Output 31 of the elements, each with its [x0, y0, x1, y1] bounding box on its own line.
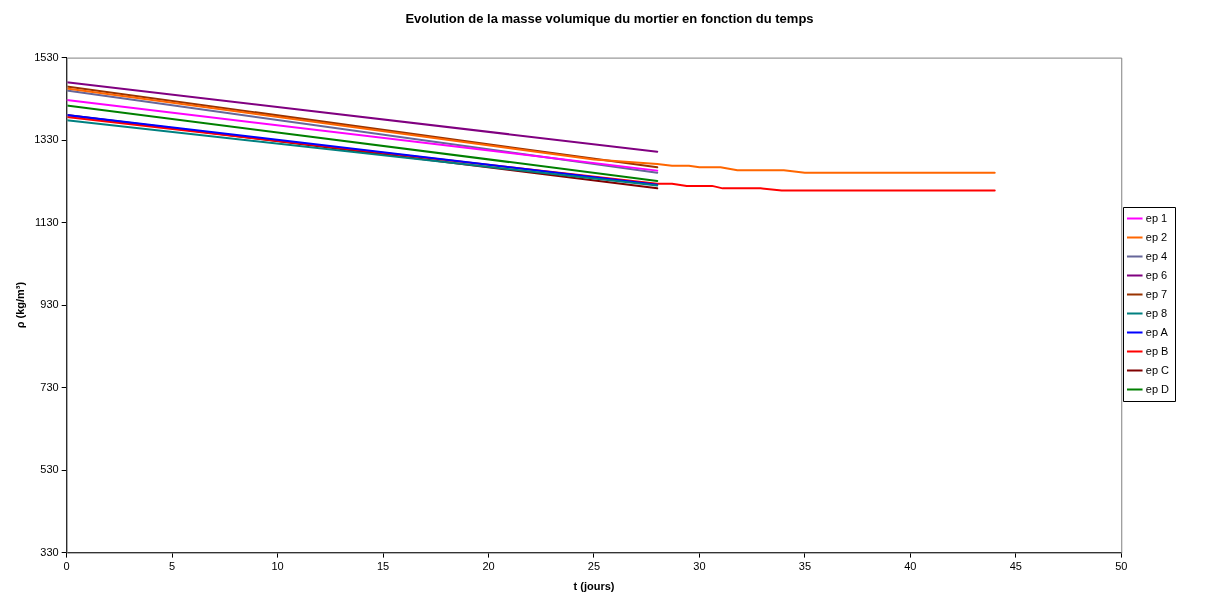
legend-label: ep C [1145, 363, 1170, 376]
x-tick-label: 45 [1009, 560, 1022, 573]
y-tick-label: 1130 [35, 215, 59, 228]
legend-label: ep 2 [1145, 230, 1168, 243]
y-tick-label: 1330 [34, 133, 59, 146]
legend-label: ep A [1145, 325, 1169, 338]
legend-label: ep B [1145, 344, 1169, 357]
y-tick-label: 930 [40, 298, 59, 311]
x-tick-label: 10 [271, 560, 284, 573]
x-tick-label: 5 [169, 560, 176, 573]
x-tick-label: 0 [63, 560, 70, 573]
x-tick-label: 35 [798, 560, 812, 573]
legend-label: ep 6 [1145, 268, 1168, 281]
x-tick-label: 25 [587, 560, 601, 573]
x-tick-label: 30 [693, 560, 706, 573]
x-axis-title: t (jours) [573, 580, 615, 593]
y-tick-label: 530 [40, 463, 59, 476]
legend-label: ep 7 [1145, 287, 1168, 300]
x-tick-label: 50 [1115, 560, 1128, 573]
x-tick-label: 20 [482, 560, 495, 573]
legend-label: ep D [1145, 382, 1170, 395]
x-tick-label: 40 [904, 560, 917, 573]
y-tick-label: 330 [40, 545, 59, 558]
legend-label: ep 4 [1145, 249, 1168, 262]
x-tick-label: 15 [376, 560, 390, 573]
legend-label: ep 1 [1145, 211, 1168, 224]
y-tick-label: 730 [40, 380, 59, 393]
legend-label: ep 8 [1145, 306, 1168, 319]
chart-title: Evolution de la masse volumique du mortier en fonction du temps [405, 11, 814, 27]
y-axis-title: ρ (kg/m³) [13, 281, 26, 329]
y-tick-label: 1530 [34, 50, 59, 63]
